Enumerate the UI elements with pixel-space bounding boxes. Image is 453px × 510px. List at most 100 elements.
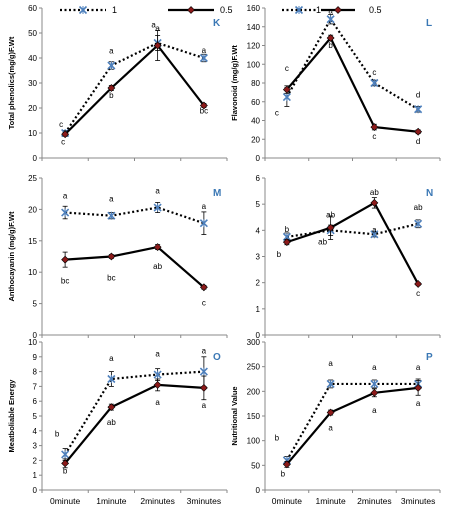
y-tick-label: 0 xyxy=(33,486,38,495)
y-tick-label: 20 xyxy=(28,205,37,214)
significance-letter: b xyxy=(275,433,280,442)
y-tick-label: 100 xyxy=(247,437,261,446)
chart-panel-n: 0 1 2 3 4 5 6 Nb ab a ab b ab ab c xyxy=(256,174,441,340)
x-tick-label: 1minute xyxy=(96,496,127,505)
y-tick-label: 25 xyxy=(28,174,37,183)
data-point xyxy=(107,211,116,220)
chart-panel-o: 0 1 2 3 4 5 6 7 8 9 10 0minute 1minute 2minutes 3minut… xyxy=(7,338,228,506)
significance-letter: ab xyxy=(414,203,423,212)
y-tick-label: 10 xyxy=(28,338,37,347)
y-tick-label: 160 xyxy=(247,4,261,13)
data-point xyxy=(282,85,291,94)
panel-label: L xyxy=(426,18,432,29)
series-line xyxy=(64,370,204,456)
data-point xyxy=(153,41,162,50)
legend: 1 0.5 1 0.5 xyxy=(60,5,382,15)
y-tick-label: 0 xyxy=(33,331,38,340)
y-tick-label: 5 xyxy=(33,412,38,421)
y-tick-label: 150 xyxy=(247,412,261,421)
y-axis-label: Anthocayanin (mg/g)F.Wt xyxy=(7,211,16,301)
significance-letter: ab xyxy=(107,418,116,427)
significance-letter: a xyxy=(202,202,207,211)
significance-letter: a xyxy=(109,195,114,204)
data-point xyxy=(370,78,379,88)
significance-letter: a xyxy=(155,24,160,33)
legend-label: 1 xyxy=(112,5,117,15)
y-tick-label: 10 xyxy=(28,129,37,138)
y-tick-label: 4 xyxy=(33,427,38,436)
data-point xyxy=(414,383,423,392)
chart-panel-p: 0 50 100 150 200 250 300 0minute 1minute 2minutes… xyxy=(230,338,441,506)
x-tick-label: 2minutes xyxy=(357,496,392,505)
significance-letter: ab xyxy=(318,237,327,246)
data-point xyxy=(199,219,208,228)
legend-label: 1 xyxy=(316,5,321,15)
x-tick-label: 2minutes xyxy=(140,496,175,505)
data-point xyxy=(199,53,208,63)
data-point xyxy=(326,34,335,42)
y-tick-label: 140 xyxy=(247,23,261,32)
data-point xyxy=(61,255,70,264)
y-tick-label: 100 xyxy=(247,60,261,69)
y-tick-label: 50 xyxy=(28,29,37,38)
y-tick-label: 200 xyxy=(247,387,261,396)
series-line xyxy=(286,36,419,133)
significance-letter: a xyxy=(155,398,160,407)
significance-letter: a xyxy=(202,46,207,55)
series-line xyxy=(285,382,419,461)
significance-letter: bc xyxy=(61,277,69,286)
significance-letter: b xyxy=(281,469,286,478)
significance-letter: a xyxy=(328,359,333,368)
y-tick-label: 120 xyxy=(247,42,261,51)
x-tick-label: 1minute xyxy=(316,496,347,505)
significance-letter: b xyxy=(109,91,114,100)
y-axis-label: Nutritional Value xyxy=(230,386,239,445)
legend-marker xyxy=(294,5,304,15)
significance-letter: a xyxy=(416,399,421,408)
series-line xyxy=(64,43,205,136)
y-tick-label: 0 xyxy=(256,331,261,340)
data-point xyxy=(326,223,335,232)
significance-letter: c xyxy=(275,109,279,118)
data-point xyxy=(199,383,208,392)
y-axis-label: Meatboliable Energy xyxy=(7,379,16,453)
legend-label: 0.5 xyxy=(369,5,382,15)
data-point xyxy=(414,105,423,114)
x-tick-label: 3minutes xyxy=(401,496,436,505)
significance-letter: c xyxy=(61,137,65,146)
y-tick-label: 4 xyxy=(256,226,261,235)
significance-letter: d xyxy=(416,90,420,99)
data-point xyxy=(414,280,423,288)
data-point xyxy=(107,374,116,384)
significance-letter: c xyxy=(285,64,289,73)
data-point xyxy=(107,61,116,70)
y-tick-label: 1 xyxy=(33,471,38,480)
chart-panel-l: 0 20 40 60 80 100 120 140 160 Flavonoid (mg/g)F.W… xyxy=(230,4,441,163)
y-tick-label: 15 xyxy=(28,237,37,246)
panel-label: K xyxy=(213,18,221,29)
y-tick-label: 8 xyxy=(33,368,38,377)
data-point xyxy=(199,367,208,376)
significance-letter: a xyxy=(416,363,421,372)
significance-letter: a xyxy=(372,363,377,372)
data-point xyxy=(153,380,162,389)
series-line xyxy=(65,206,205,225)
significance-letter: ab xyxy=(326,211,335,220)
significance-letter: a xyxy=(155,350,160,359)
y-tick-label: 3 xyxy=(33,442,38,451)
data-point xyxy=(370,388,379,397)
significance-letter: c xyxy=(416,289,420,298)
y-tick-label: 20 xyxy=(28,104,37,113)
y-tick-label: 0 xyxy=(256,154,261,163)
significance-letter: bc xyxy=(107,274,115,283)
data-point xyxy=(414,219,423,228)
y-tick-label: 300 xyxy=(247,338,261,347)
panel-label: O xyxy=(213,352,221,363)
significance-letter: a xyxy=(63,192,68,201)
significance-letter: a xyxy=(109,354,114,363)
significance-letter: a xyxy=(328,6,333,15)
significance-letter: a xyxy=(155,187,160,196)
